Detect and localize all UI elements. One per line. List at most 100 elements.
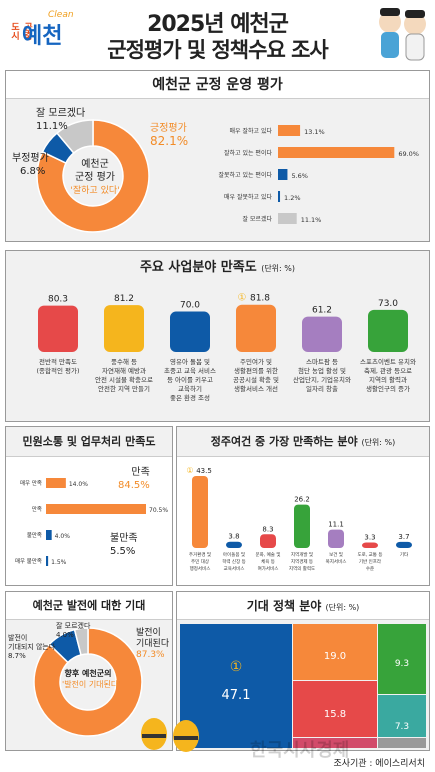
bar [278,147,395,158]
bar-value: 26.2 [294,496,310,504]
tm-regional [180,624,292,748]
section-title: 주요 사업분야 만족도 (단위: %) [6,251,429,285]
slice-dontknow [73,627,89,656]
bar-value: 13.1% [304,128,325,136]
bar-category: (종합적인 평가) [36,366,79,375]
expectation-donut [33,627,143,737]
bar-category: 아이돌봄 및 [223,551,245,558]
tm-care-label: 7.3 [394,722,410,732]
tm-jobs [293,681,377,737]
bar [38,305,78,352]
bar-category: 주거환경 및 [189,551,211,558]
bar-category: 기반 인프라 [359,558,382,565]
bar-category: 잘못하고 있는 편이다 [219,171,273,179]
tm-housing-label: 19.0 [323,651,347,662]
section-title: 정주여건 중 가장 만족하는 분야 (단위: %) [177,427,429,457]
bar-category: 좋은 환경 조성 [170,393,210,402]
bar-value: 3.3 [364,534,375,542]
bar-category: 잘 모르겠다 [242,215,272,223]
bar-value: 73.0 [378,299,398,309]
watermark: 한국시사경제 [250,740,350,761]
bar-category: 매우 잘하고 있다 [230,127,273,135]
bar [302,316,342,352]
bar-category: 학력 신장 등 [222,558,246,565]
bar-value: 81.8 [250,294,270,304]
bar-category: 산업단지, 기업유치와 [293,375,351,384]
bar-category: 초중고 교육 서비스 [164,366,216,375]
bar [192,476,208,548]
bar-value: 8.3 [262,525,273,533]
no-label: 발전이 기대되지 않는다 8.7% [8,634,56,660]
policy-treemap: ① 47.1 19.0 15.8 9.3 7.3 [180,624,426,748]
bar-value: 3.8 [228,533,239,541]
bar-category: 기타 [400,551,409,558]
bar [396,541,412,548]
bar [46,556,49,566]
bar-value: 70.5% [149,507,168,514]
slice-dontknow [55,119,94,155]
bar-category: 지역경제 등 [291,558,313,565]
bar-value: 1.5% [51,559,67,566]
bar-category: 잘하고 있는 편이다 [224,149,272,157]
bar-category: 축제, 관광 등으로 [364,366,412,375]
dk-label: 잘 모르겠다 11.1% [36,108,86,132]
title-line2: 군정평가 및 정책수요 조사 [107,38,328,62]
title-line1: 2025년 예천군 [147,12,289,37]
bar-category: 불만족 [27,531,42,539]
bar-category: 교육하기 [178,384,202,393]
tm-care [378,695,426,737]
tm-etc [378,738,426,748]
bar-category: 등 아이를 키우고 [167,375,213,384]
section-title: 예천군 군정 운영 평가 [6,71,429,99]
bar-category: 행정서비스 [190,565,211,572]
bar-value: 11.1 [328,521,344,529]
bar-category: 자연재해 예방과 [102,366,146,375]
bar [294,504,310,548]
rank-mark: ① [238,293,247,304]
bar [170,311,210,352]
tm-safety-label: 9.3 [394,659,410,669]
bar-value: 61.2 [312,306,332,316]
bar-category: 교육서비스 [224,565,245,572]
bar-value: 70.0 [180,301,200,311]
bar [46,504,146,514]
bar-category: 전반적 만족도 [39,357,77,366]
bar [278,169,288,180]
tm-regional-label: ① 47.1 [221,659,251,703]
bee-mascots [141,718,199,752]
governance-bars: 매우 잘하고 있다 13.1% 잘하고 있는 편이다 69.0% 잘못하고 있는 편이다… [219,125,419,224]
yecheon-logo: 곤충도시 예천 Clean [8,8,88,49]
sat-label: 만족 84.5% [118,467,150,491]
tm-housing [293,624,377,680]
bar-category: 지역의 활력과 [369,375,407,384]
bar [328,529,344,548]
bar-category: 도로, 교통 등 [358,552,383,558]
bar-category: 안전 시설물 확충으로 [95,375,153,384]
bar-category: 주민 대상 [191,558,209,565]
pos-label: 긍정평가 82.1% [150,123,189,148]
governance-donut [36,119,150,233]
bar [368,309,408,352]
bar-category: 일자리 창출 [306,384,338,393]
bar-category: 지역의 활력도 [289,565,315,572]
bar [46,478,66,488]
bar-category: 체육 등 [261,558,275,565]
donut-center: 예천군 군정 평가 '잘하고 있다' [70,159,120,196]
bar [46,530,52,540]
bar [278,213,297,224]
section-title: 민원소통 및 업무처리 만족도 [6,427,172,457]
bar-category: 안전한 지역 만들기 [98,384,150,393]
bar-value: 4.0% [55,533,71,540]
bar-category: 매우 불만족 [15,557,42,565]
bar-category: 만족 [32,505,42,513]
bar-category: 풍수해 등 [111,357,137,366]
bar-value: 3.7 [398,533,409,541]
civil-bars: 매우 만족 14.0% 만족 70.5% 불만족 4.0% 매우 불만족 1.5% [15,478,168,566]
mascot-characters [379,8,426,61]
bar-category: 여가서비스 [258,565,279,572]
bar [260,534,276,548]
bar-value: 69.0% [398,150,419,158]
neg-label: 부정평가 6.8% [12,153,49,177]
